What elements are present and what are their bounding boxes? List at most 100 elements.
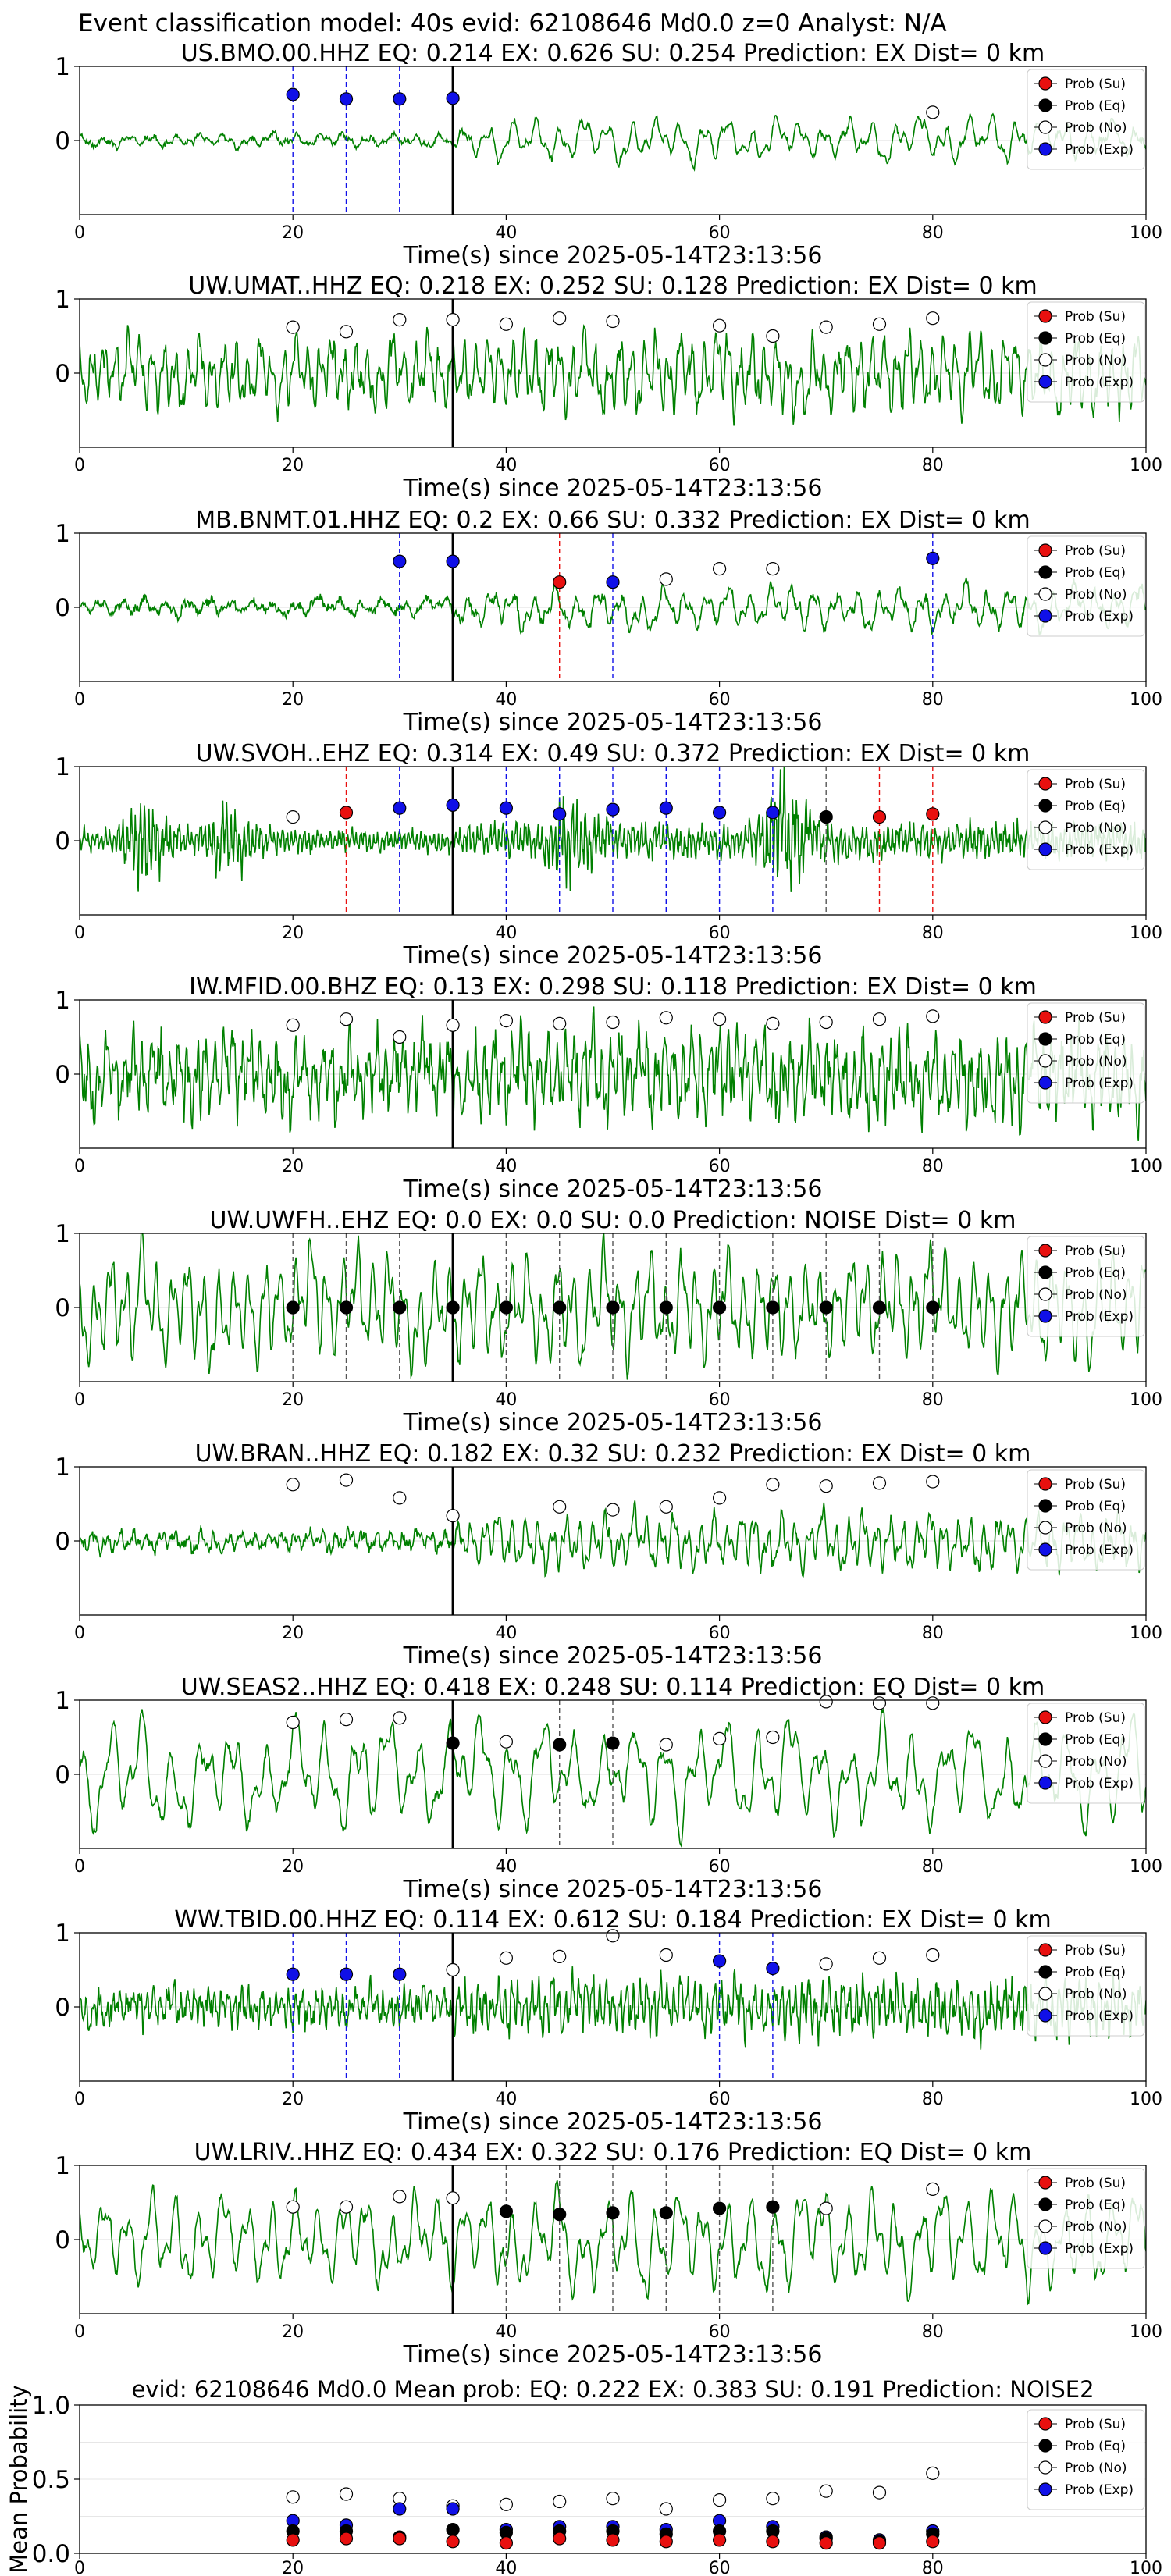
- prob-marker-eq: [499, 2204, 514, 2218]
- legend-label: Prob (No): [1065, 587, 1127, 603]
- x-tick-label: 40: [495, 690, 517, 710]
- legend-marker-eq: [1038, 2439, 1052, 2453]
- waveform-trace: [80, 1966, 1146, 2050]
- y-tick-label: 1: [55, 1687, 70, 1715]
- prob-marker-exp: [926, 551, 940, 565]
- x-tick-label: 100: [1130, 456, 1162, 475]
- prob-marker-eq: [606, 2206, 620, 2220]
- legend-label: Prob (Eq): [1065, 98, 1126, 114]
- prob-marker-eq: [606, 1736, 620, 1750]
- prob-marker-no: [339, 1473, 354, 1487]
- panel-title: US.BMO.00.HHZ EQ: 0.214 EX: 0.626 SU: 0.…: [181, 40, 1045, 67]
- prob-marker-no: [606, 1503, 620, 1517]
- x-tick-label: 20: [282, 1857, 304, 1877]
- waveform-panel-8: WW.TBID.00.HHZ EQ: 0.114 EX: 0.612 SU: 0…: [55, 1906, 1162, 2136]
- prob-marker-exp: [712, 1954, 727, 1968]
- mean-point-su: [286, 2533, 300, 2547]
- prob-marker-no: [766, 561, 780, 576]
- prob-marker-no: [766, 1730, 780, 1745]
- prob-marker-no: [766, 1016, 780, 1031]
- prob-marker-eq: [926, 1300, 940, 1315]
- x-axis-label: Time(s) since 2025-05-14T23:13:56: [403, 1876, 823, 1903]
- prob-marker-no: [606, 1929, 620, 1943]
- x-tick-label: 100: [1130, 1390, 1162, 1410]
- x-tick-label: 80: [922, 2090, 944, 2109]
- prob-marker-no: [286, 1018, 300, 1032]
- legend-label: Prob (Eq): [1065, 1265, 1126, 1281]
- prob-marker-eq: [659, 2206, 673, 2220]
- prob-marker-eq: [606, 1300, 620, 1315]
- prob-marker-eq: [339, 1300, 354, 1315]
- mean-point-su: [659, 2535, 673, 2549]
- prob-marker-eq: [446, 1300, 460, 1315]
- y-tick-label: 1: [55, 1920, 70, 1948]
- legend-marker-su: [1038, 1477, 1052, 1491]
- y-tick-label: 0: [55, 2226, 70, 2254]
- prob-marker-no: [659, 1738, 673, 1752]
- panel-title: UW.UMAT..HHZ EQ: 0.218 EX: 0.252 SU: 0.1…: [188, 272, 1038, 300]
- x-tick-label: 0: [74, 690, 85, 710]
- prob-marker-exp: [446, 91, 460, 105]
- waveform-panel-0: US.BMO.00.HHZ EQ: 0.214 EX: 0.626 SU: 0.…: [55, 40, 1162, 269]
- y-tick-label: 1: [55, 53, 70, 81]
- prob-marker-exp: [393, 554, 407, 568]
- legend: Prob (Su) Prob (Eq) Prob (No) Prob (Exp): [1027, 2168, 1145, 2269]
- legend-label: Prob (Exp): [1065, 2482, 1134, 2498]
- prob-marker-eq: [819, 809, 833, 824]
- prob-marker-exp: [766, 1962, 780, 1976]
- prob-marker-no: [712, 1491, 727, 1505]
- x-tick-label: 0: [74, 2559, 85, 2576]
- prob-marker-eq: [553, 2208, 567, 2222]
- prob-marker-no: [819, 1015, 833, 1030]
- prob-marker-eq: [553, 1738, 567, 1752]
- prob-marker-no: [819, 2201, 833, 2215]
- prob-marker-no: [286, 1715, 300, 1730]
- panel-title: WW.TBID.00.HHZ EQ: 0.114 EX: 0.612 SU: 0…: [174, 1906, 1051, 1934]
- x-tick-label: 40: [495, 2322, 517, 2342]
- x-tick-label: 100: [1130, 1857, 1162, 1877]
- prob-marker-no: [446, 1018, 460, 1032]
- prob-marker-eq: [819, 1300, 833, 1315]
- x-tick-label: 80: [922, 1857, 944, 1877]
- y-tick-label: 1: [55, 520, 70, 548]
- legend-marker-su: [1038, 1943, 1052, 1957]
- mean-point-exp: [446, 2502, 460, 2516]
- x-tick-label: 20: [282, 923, 304, 943]
- prob-marker-no: [446, 1509, 460, 1523]
- legend-label: Prob (Su): [1065, 1244, 1126, 1259]
- prob-marker-eq: [872, 1300, 887, 1315]
- prob-marker-exp: [339, 92, 354, 106]
- prob-marker-eq: [766, 1300, 780, 1315]
- legend-marker-no: [1038, 1054, 1052, 1068]
- legend-marker-no: [1038, 2460, 1052, 2475]
- prob-marker-no: [286, 1478, 300, 1492]
- x-axis-label: Time(s) since 2025-05-14T23:13:56: [403, 942, 823, 970]
- x-tick-label: 40: [495, 223, 517, 243]
- legend-label: Prob (Exp): [1065, 142, 1134, 158]
- prob-marker-no: [606, 314, 620, 329]
- prob-marker-no: [446, 313, 460, 327]
- prob-marker-eq: [499, 1300, 514, 1315]
- legend-label: Prob (Exp): [1065, 375, 1134, 390]
- legend-marker-no: [1038, 1987, 1052, 2001]
- x-tick-label: 0: [74, 1157, 85, 1176]
- x-tick-label: 80: [922, 1624, 944, 1643]
- legend-marker-exp: [1038, 1776, 1052, 1790]
- x-tick-label: 0: [74, 1857, 85, 1877]
- x-axis-label: Time(s) since 2025-05-14T23:13:56: [403, 1409, 823, 1436]
- x-tick-label: 20: [282, 456, 304, 475]
- y-tick-label: 0.5: [32, 2466, 70, 2494]
- x-axis-label: Time(s) since 2025-05-14T23:13:56: [403, 475, 823, 502]
- x-tick-label: 60: [709, 1390, 731, 1410]
- legend-label: Prob (Eq): [1065, 799, 1126, 814]
- x-tick-label: 60: [709, 1157, 731, 1176]
- prob-marker-eq: [766, 2200, 780, 2214]
- waveform-panel-1: UW.UMAT..HHZ EQ: 0.218 EX: 0.252 SU: 0.1…: [55, 272, 1162, 502]
- prob-marker-no: [659, 572, 673, 586]
- legend-frame: [1027, 1002, 1145, 1104]
- legend-label: Prob (Eq): [1065, 2439, 1126, 2454]
- legend-marker-exp: [1038, 375, 1052, 389]
- waveform-trace: [80, 767, 1146, 892]
- mean-point-no: [766, 2492, 780, 2506]
- legend-label: Prob (Exp): [1065, 2008, 1134, 2024]
